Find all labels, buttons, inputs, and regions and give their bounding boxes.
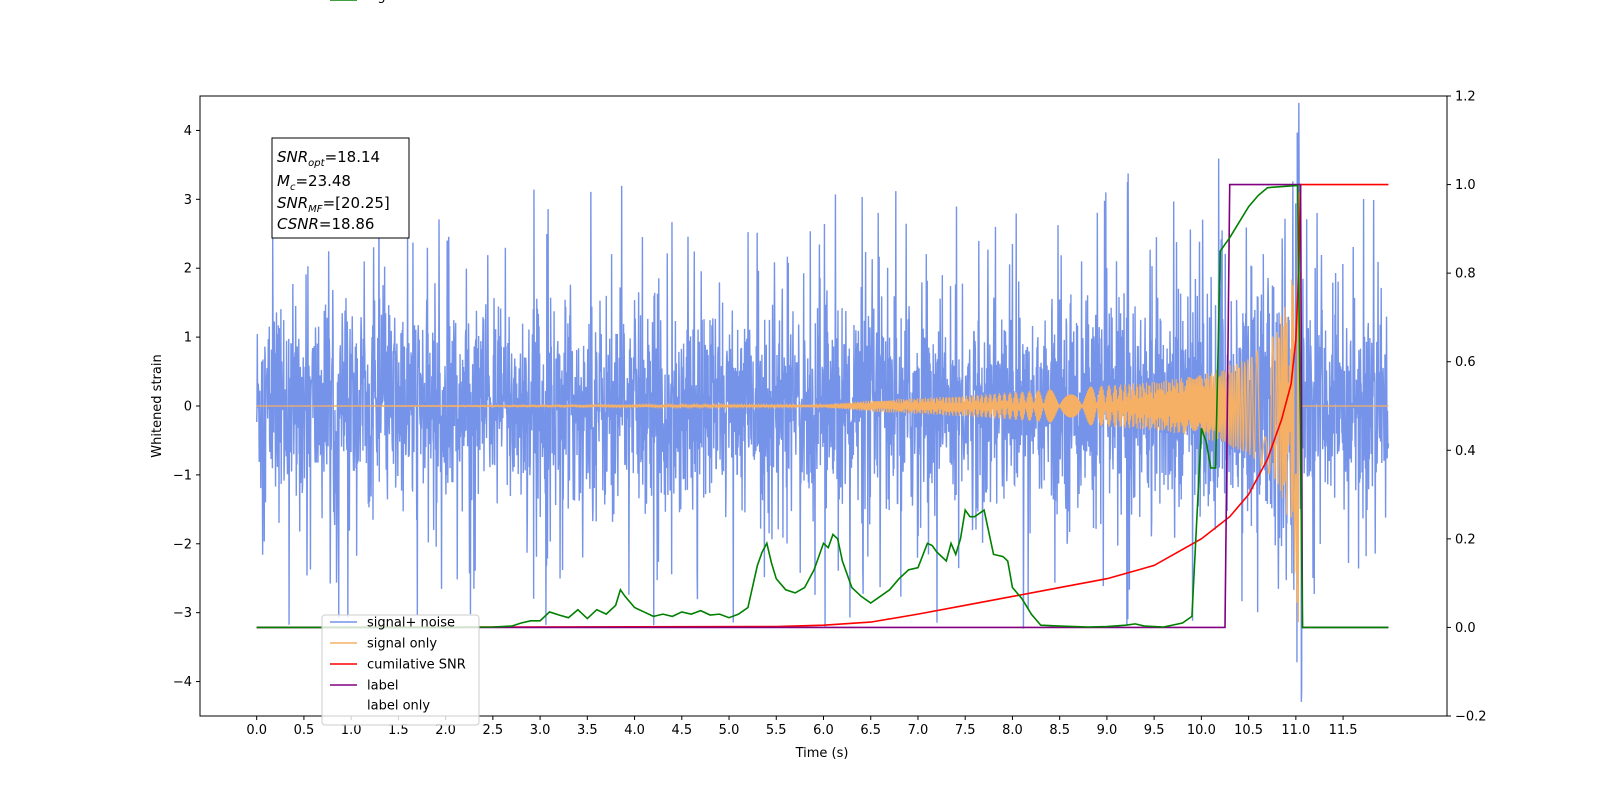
- x-tick-label: 2.5: [483, 723, 504, 738]
- y-right-tick-label: 0.4: [1455, 444, 1476, 459]
- x-tick-label: 8.5: [1049, 723, 1070, 738]
- annotation-box: SNRopt=18.14 Mc=23.48 SNRMF=[20.25] CSNR…: [271, 137, 410, 239]
- x-tick-label: 5.5: [766, 723, 787, 738]
- x-tick-label: 7.5: [955, 723, 976, 738]
- y-left-tick-label: 4: [184, 124, 192, 139]
- y-right-tick-label: 0.8: [1455, 267, 1476, 282]
- series-layer: [255, 102, 1390, 702]
- y-axis-left-ticks: 4 3 2 1 0 −1 −2 −3 −4: [173, 124, 200, 690]
- annotation-frame: [271, 137, 410, 239]
- x-tick-label: 10.5: [1234, 723, 1263, 738]
- y-right-tick-label: 0.6: [1455, 355, 1476, 370]
- y-right-tick-label: 0.2: [1455, 532, 1476, 547]
- x-tick-label: 1.5: [388, 723, 409, 738]
- legend-label: label only: [367, 699, 430, 714]
- x-tick-label: 1.0: [341, 723, 362, 738]
- y-axis-label: Whitened strain: [150, 354, 165, 457]
- x-tick-label: 2.0: [435, 723, 456, 738]
- x-tick-label: 3.5: [577, 723, 598, 738]
- y-right-tick-label: 1.0: [1455, 178, 1476, 193]
- legend: signal+ noise signal only cumilative SNR la…: [321, 0, 480, 726]
- x-tick-label: 0.0: [246, 723, 267, 738]
- y-left-tick-label: −3: [173, 606, 192, 621]
- x-tick-label: 4.5: [671, 723, 692, 738]
- x-tick-label: 4.0: [624, 723, 645, 738]
- x-tick-label: 9.5: [1144, 723, 1165, 738]
- x-tick-label: 7.0: [908, 723, 929, 738]
- y-left-tick-label: 2: [184, 262, 192, 277]
- x-tick-label: 11.0: [1281, 723, 1310, 738]
- annotation-csnr: CSNR=18.86: [277, 215, 374, 233]
- y-left-tick-label: −4: [173, 675, 192, 690]
- x-tick-label: 3.0: [530, 723, 551, 738]
- y-left-tick-label: 1: [184, 331, 192, 346]
- x-tick-label: 10.0: [1187, 723, 1216, 738]
- y-axis-right-ticks: 1.2 1.0 0.8 0.6 0.4 0.2 0.0 −0.2: [1447, 90, 1487, 725]
- series-cumilative-snr: [256, 183, 1389, 629]
- y-right-tick-label: 1.2: [1455, 90, 1476, 105]
- legend-label: label: [367, 679, 398, 694]
- x-tick-label: 11.5: [1329, 723, 1358, 738]
- y-left-tick-label: −1: [173, 468, 192, 483]
- series-signal-only: [256, 192, 1389, 623]
- legend-label: signal statistics: [367, 0, 468, 4]
- legend-items: signal+ noise signal only cumilative SNR la…: [330, 0, 468, 714]
- series-signal-noise: [255, 102, 1390, 702]
- legend-label: signal+ noise: [367, 616, 455, 631]
- legend-label: signal only: [367, 637, 437, 652]
- annotation-mc: Mc=23.48: [277, 172, 351, 193]
- legend-label: cumilative SNR: [367, 658, 466, 673]
- x-axis-ticks: 0.0 0.5 1.0 1.5 2.0 2.5 3.0 3.5 4.0 4.5 5.0 5.5 6.0 6…: [246, 716, 1358, 738]
- x-tick-label: 9.0: [1097, 723, 1118, 738]
- x-tick-label: 6.5: [860, 723, 881, 738]
- y-left-tick-label: −2: [173, 537, 192, 552]
- x-tick-label: 0.5: [294, 723, 315, 738]
- legend-frame: [321, 614, 480, 726]
- annotation-snr-opt: SNRopt=18.14: [277, 148, 380, 169]
- y-right-tick-label: −0.2: [1455, 710, 1487, 725]
- series-signal-statistics: [256, 184, 1389, 629]
- x-tick-label: 5.0: [719, 723, 740, 738]
- y-left-tick-label: 3: [184, 193, 192, 208]
- x-tick-label: 6.0: [813, 723, 834, 738]
- x-tick-label: 8.0: [1002, 723, 1023, 738]
- y-left-tick-label: 0: [184, 400, 192, 415]
- annotation-snr-mf: SNRMF=[20.25]: [277, 194, 390, 215]
- x-axis-label: Time (s): [795, 746, 849, 761]
- y-right-tick-label: 0.0: [1455, 621, 1476, 636]
